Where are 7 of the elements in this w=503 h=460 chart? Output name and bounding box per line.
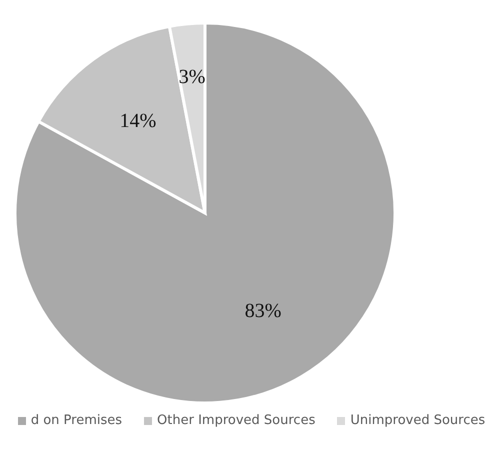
legend-label: Other Improved Sources bbox=[157, 413, 316, 428]
pie-slice bbox=[14, 22, 396, 404]
data-label: 3% bbox=[178, 66, 206, 88]
legend-label: Unimproved Sources bbox=[350, 413, 486, 428]
data-label: 83% bbox=[244, 300, 282, 322]
data-label: 14% bbox=[120, 110, 156, 132]
legend-label: d on Premises bbox=[30, 413, 122, 428]
